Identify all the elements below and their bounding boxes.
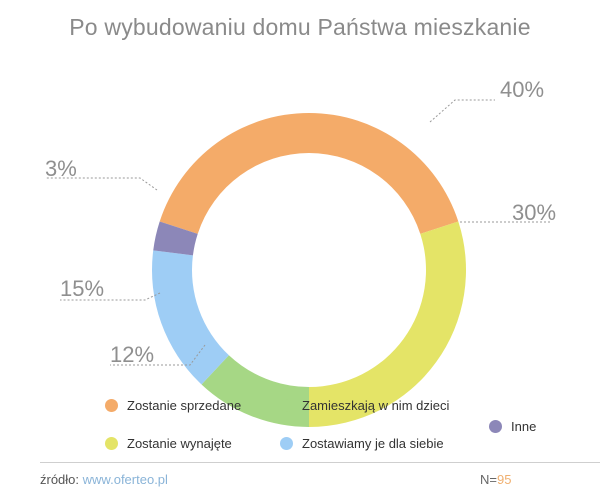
- leader-line: [110, 344, 206, 366]
- value-label: 30%: [512, 200, 556, 225]
- donut-slice-zostawiamy-je-dla-siebie: [151, 250, 229, 385]
- footer-divider: [40, 462, 600, 463]
- chart-title: Po wybudowaniu domu Państwa mieszkanie: [69, 14, 531, 40]
- sample-size: N=95: [480, 472, 511, 487]
- value-label: 12%: [110, 342, 154, 367]
- value-labels: 40% 30% 12% 15% 3%: [45, 77, 556, 367]
- sample-size-value: 95: [496, 472, 512, 487]
- value-label: 3%: [45, 156, 77, 181]
- leader-line: [45, 177, 158, 191]
- footer-source: źródło: www.oferteo.pl: [40, 472, 168, 487]
- donut-slices: [151, 112, 466, 427]
- value-label: 40%: [500, 77, 544, 102]
- sample-size-label: N=: [480, 472, 497, 487]
- donut-slice-inne: [153, 221, 198, 256]
- value-label: 15%: [60, 276, 104, 301]
- leader-lines: [45, 99, 550, 366]
- source-link[interactable]: www.oferteo.pl: [82, 472, 168, 487]
- source-label: źródło:: [40, 472, 80, 487]
- leader-line: [429, 99, 495, 123]
- leader-line: [60, 292, 161, 301]
- donut-slice-zostanie-wynaj-te: [309, 221, 466, 427]
- donut-slice-zostanie-sprzedane: [159, 112, 459, 234]
